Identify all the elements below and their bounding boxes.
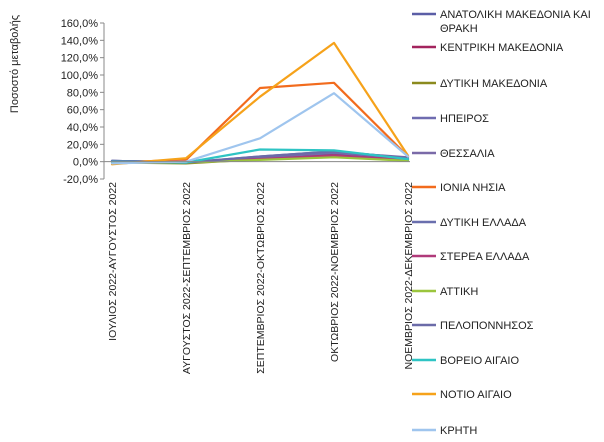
legend-item: ΑΝΑΤΟΛΙΚΗ ΜΑΚΕΔΟΝΙΑ ΚΑΙ ΘΡΑΚΗ <box>412 9 591 35</box>
y-tick-label: 20,0% <box>67 139 98 151</box>
legend-label: ΠΕΛΟΠΟΝΝΗΣΟΣ <box>440 320 534 332</box>
legend-label: ΙΟΝΙΑ ΝΗΣΙΑ <box>440 182 506 194</box>
legend-item: ΠΕΛΟΠΟΝΝΗΣΟΣ <box>412 320 534 332</box>
y-axis-title: Ποσοστό μεταβολής <box>9 15 21 113</box>
legend-label: ΔΥΤΙΚΗ ΕΛΛΑΔΑ <box>440 217 527 229</box>
legend-item: ΑΤΤΙΚΗ <box>412 286 478 298</box>
legend-item: ΣΤΕΡΕΑ ΕΛΛΑΔΑ <box>412 251 530 263</box>
legend-label: ΔΥΤΙΚΗ ΜΑΚΕΔΟΝΙΑ <box>440 78 548 90</box>
legend-label: ΚΕΝΤΡΙΚΗ ΜΑΚΕΔΟΝΙΑ <box>440 42 564 54</box>
y-tick-label: -20,0% <box>63 174 98 186</box>
x-tick-label: ΟΚΤΩΒΡΙΟΣ 2022-ΝΟΕΜΒΡΙΟΣ 2022 <box>329 182 341 362</box>
legend-label: ΑΤΤΙΚΗ <box>440 286 478 298</box>
legend-label: ΘΕΣΣΑΛΙΑ <box>440 148 495 160</box>
series-line <box>110 92 410 165</box>
y-tick-label: 120,0% <box>61 53 99 65</box>
y-tick-label: 80,0% <box>67 87 98 99</box>
y-axis-title-group: Ποσοστό μεταβολής <box>9 15 21 113</box>
legend-item: ΚΡΗΤΗ <box>412 425 477 437</box>
legend-label: ΑΝΑΤΟΛΙΚΗ ΜΑΚΕΔΟΝΙΑ ΚΑΙ ΘΡΑΚΗ <box>440 9 591 35</box>
y-tick-label: 160,0% <box>61 18 99 30</box>
legend-item: ΝΟΤΙΟ ΑΙΓΑΙΟ <box>412 389 512 401</box>
legend-item: ΔΥΤΙΚΗ ΜΑΚΕΔΟΝΙΑ <box>412 78 548 90</box>
x-tick-label: ΙΟΥΛΙΟΣ 2022-ΑΥΓΟΥΣΤΟΣ 2022 <box>107 182 119 341</box>
legend-label: ΚΡΗΤΗ <box>440 425 477 437</box>
legend-label: ΗΠΕΙΡΟΣ <box>440 113 489 125</box>
legend-label: ΝΟΤΙΟ ΑΙΓΑΙΟ <box>440 389 512 401</box>
y-tick-label: 60,0% <box>67 105 98 117</box>
y-tick-label: 40,0% <box>67 122 98 134</box>
x-tick-label: ΑΥΓΟΥΣΤΟΣ 2022-ΣΕΠΤΕΜΒΡΙΟΣ 2022 <box>181 182 193 374</box>
legend-item: ΙΟΝΙΑ ΝΗΣΙΑ <box>412 182 506 194</box>
legend-label: ΒΟΡΕΙΟ ΑΙΓΑΙΟ <box>440 355 519 367</box>
legend-label: ΣΤΕΡΕΑ ΕΛΛΑΔΑ <box>440 251 530 263</box>
series-line <box>110 41 410 166</box>
legend-item: ΘΕΣΣΑΛΙΑ <box>412 148 495 160</box>
y-tick-label: 140,0% <box>61 35 99 47</box>
legend-item: ΒΟΡΕΙΟ ΑΙΓΑΙΟ <box>412 355 519 367</box>
x-tick-label: ΣΕΠΤΕΜΒΡΙΟΣ 2022-ΟΚΤΩΒΡΙΟΣ 2022 <box>255 182 267 374</box>
y-tick-label: 100,0% <box>61 70 99 82</box>
x-tick-label: ΝΟΕΜΒΡΙΟΣ 2022-ΔΕΚΕΜΒΡΙΟΣ 2022 <box>403 182 415 370</box>
legend-item: ΚΕΝΤΡΙΚΗ ΜΑΚΕΔΟΝΙΑ <box>412 42 564 54</box>
legend-item: ΗΠΕΙΡΟΣ <box>412 113 489 125</box>
y-tick-label: 0,0% <box>73 157 98 169</box>
legend-item: ΔΥΤΙΚΗ ΕΛΛΑΔΑ <box>412 217 527 229</box>
